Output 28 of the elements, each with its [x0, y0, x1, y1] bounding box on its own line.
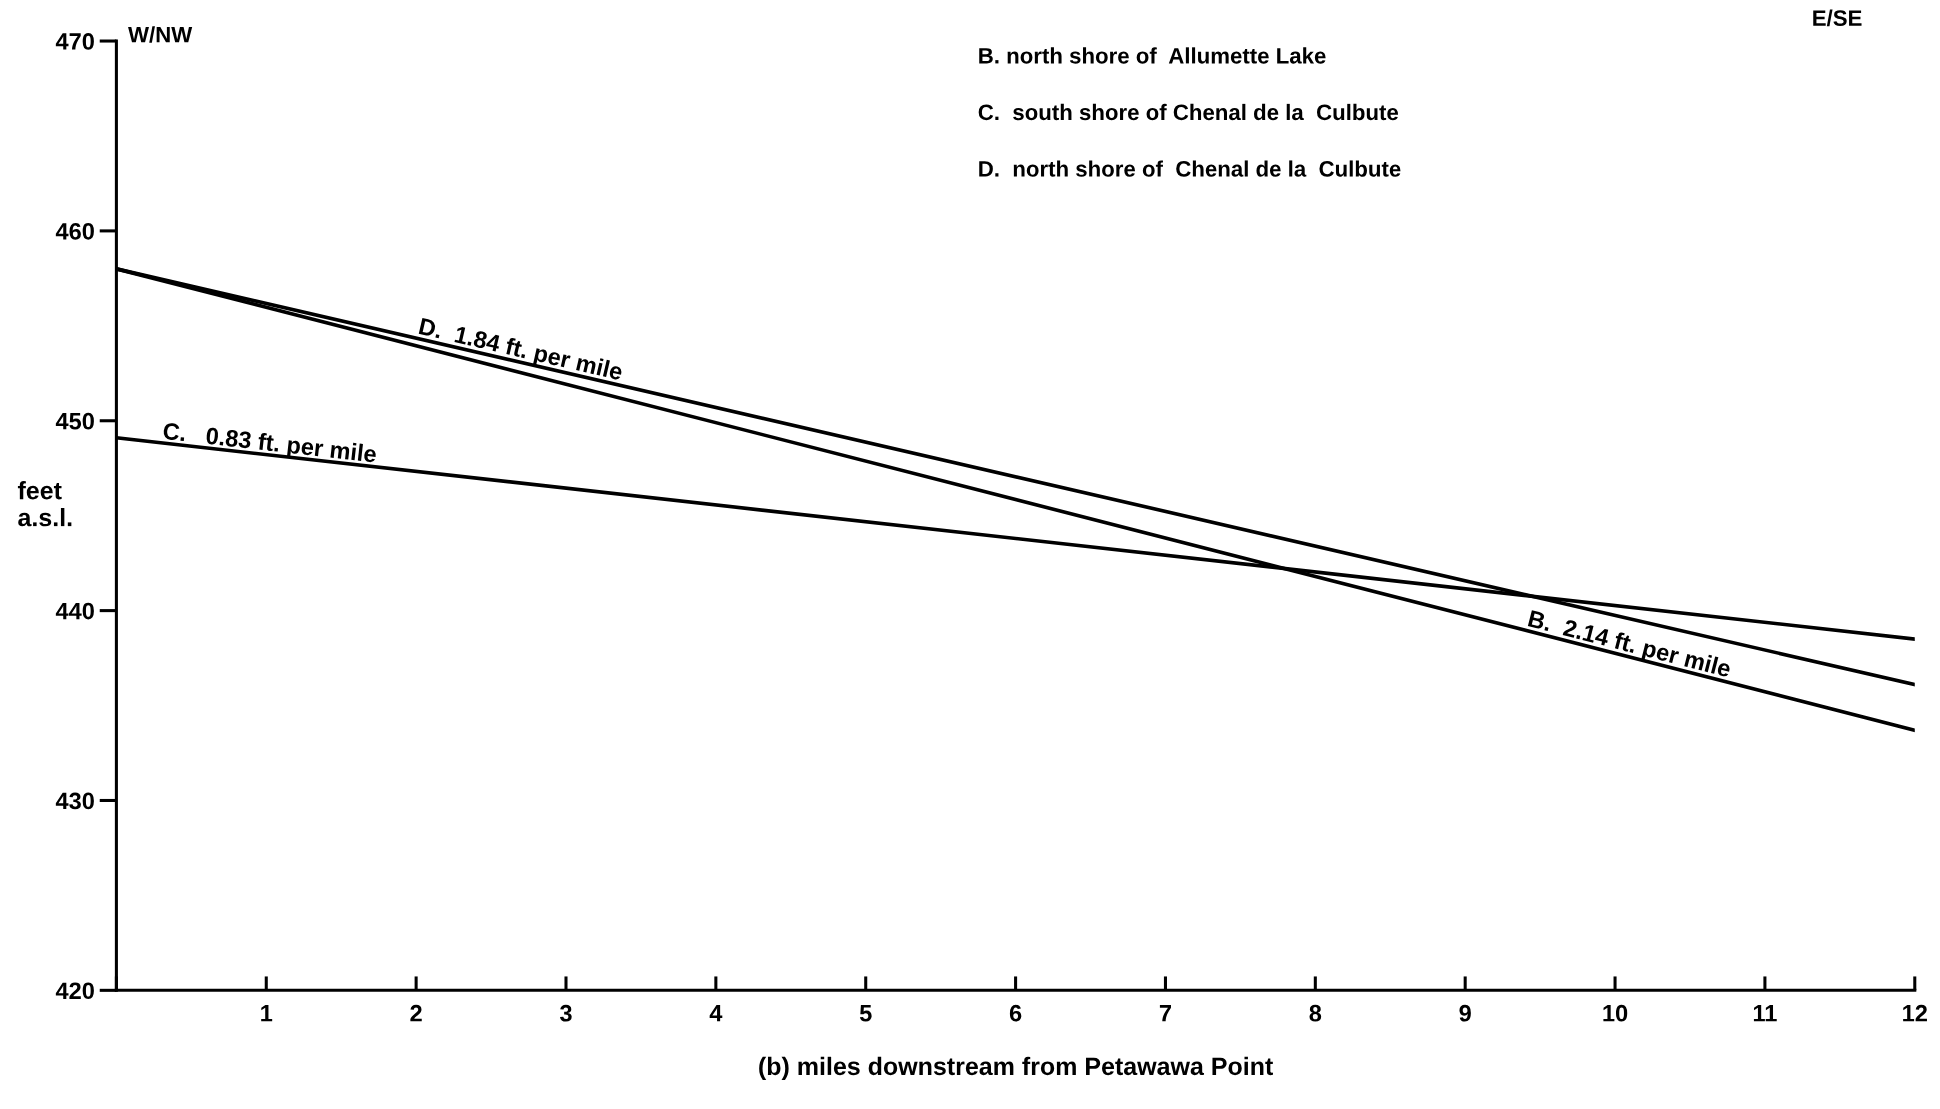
x-tick-label: 8 — [1309, 1004, 1322, 1022]
annotation: C. south shore of Chenal de la Culbute — [978, 103, 1399, 121]
x-tick-label: 9 — [1459, 1004, 1471, 1022]
annotation: C. 0.83 ft. per mile — [162, 421, 377, 468]
annotation: D. north shore of Chenal de la Culbute — [979, 160, 1401, 177]
x-tick-label: 12 — [1903, 1004, 1927, 1022]
x-tick-label: 11 — [1753, 1005, 1777, 1022]
y-tick-label: 440 — [55, 602, 94, 620]
x-axis-title: (b) miles downstream from Petawawa Point — [759, 1056, 1273, 1081]
x-tick-label: 6 — [1009, 1004, 1022, 1022]
x-tick-label: 4 — [709, 1005, 723, 1022]
x-tick-label: 3 — [559, 1004, 572, 1022]
y-tick-label: 470 — [55, 33, 94, 50]
annotation: B. 2.14 ft. per mile — [1526, 609, 1732, 683]
annotation: D. 1.84 ft. per mile — [417, 317, 624, 385]
x-tick-label: 7 — [1159, 1005, 1171, 1022]
x-tick-label: 2 — [410, 1004, 422, 1022]
y-tick-label: 460 — [55, 222, 94, 240]
text: E/SE — [1813, 9, 1862, 27]
x-tick-label: 1 — [261, 1005, 273, 1022]
annotation: B. north shore of Allumette Lake — [979, 47, 1326, 64]
x-tick-label: 5 — [859, 1005, 872, 1022]
y-tick-label: 430 — [55, 792, 94, 810]
y-tick-label: 420 — [55, 982, 94, 1000]
y-tick-label: 450 — [55, 412, 94, 430]
y-axis-title: feet a.s.l. — [17, 481, 72, 527]
x-tick-label: 10 — [1603, 1004, 1628, 1022]
annotation: W/NW — [128, 26, 193, 43]
